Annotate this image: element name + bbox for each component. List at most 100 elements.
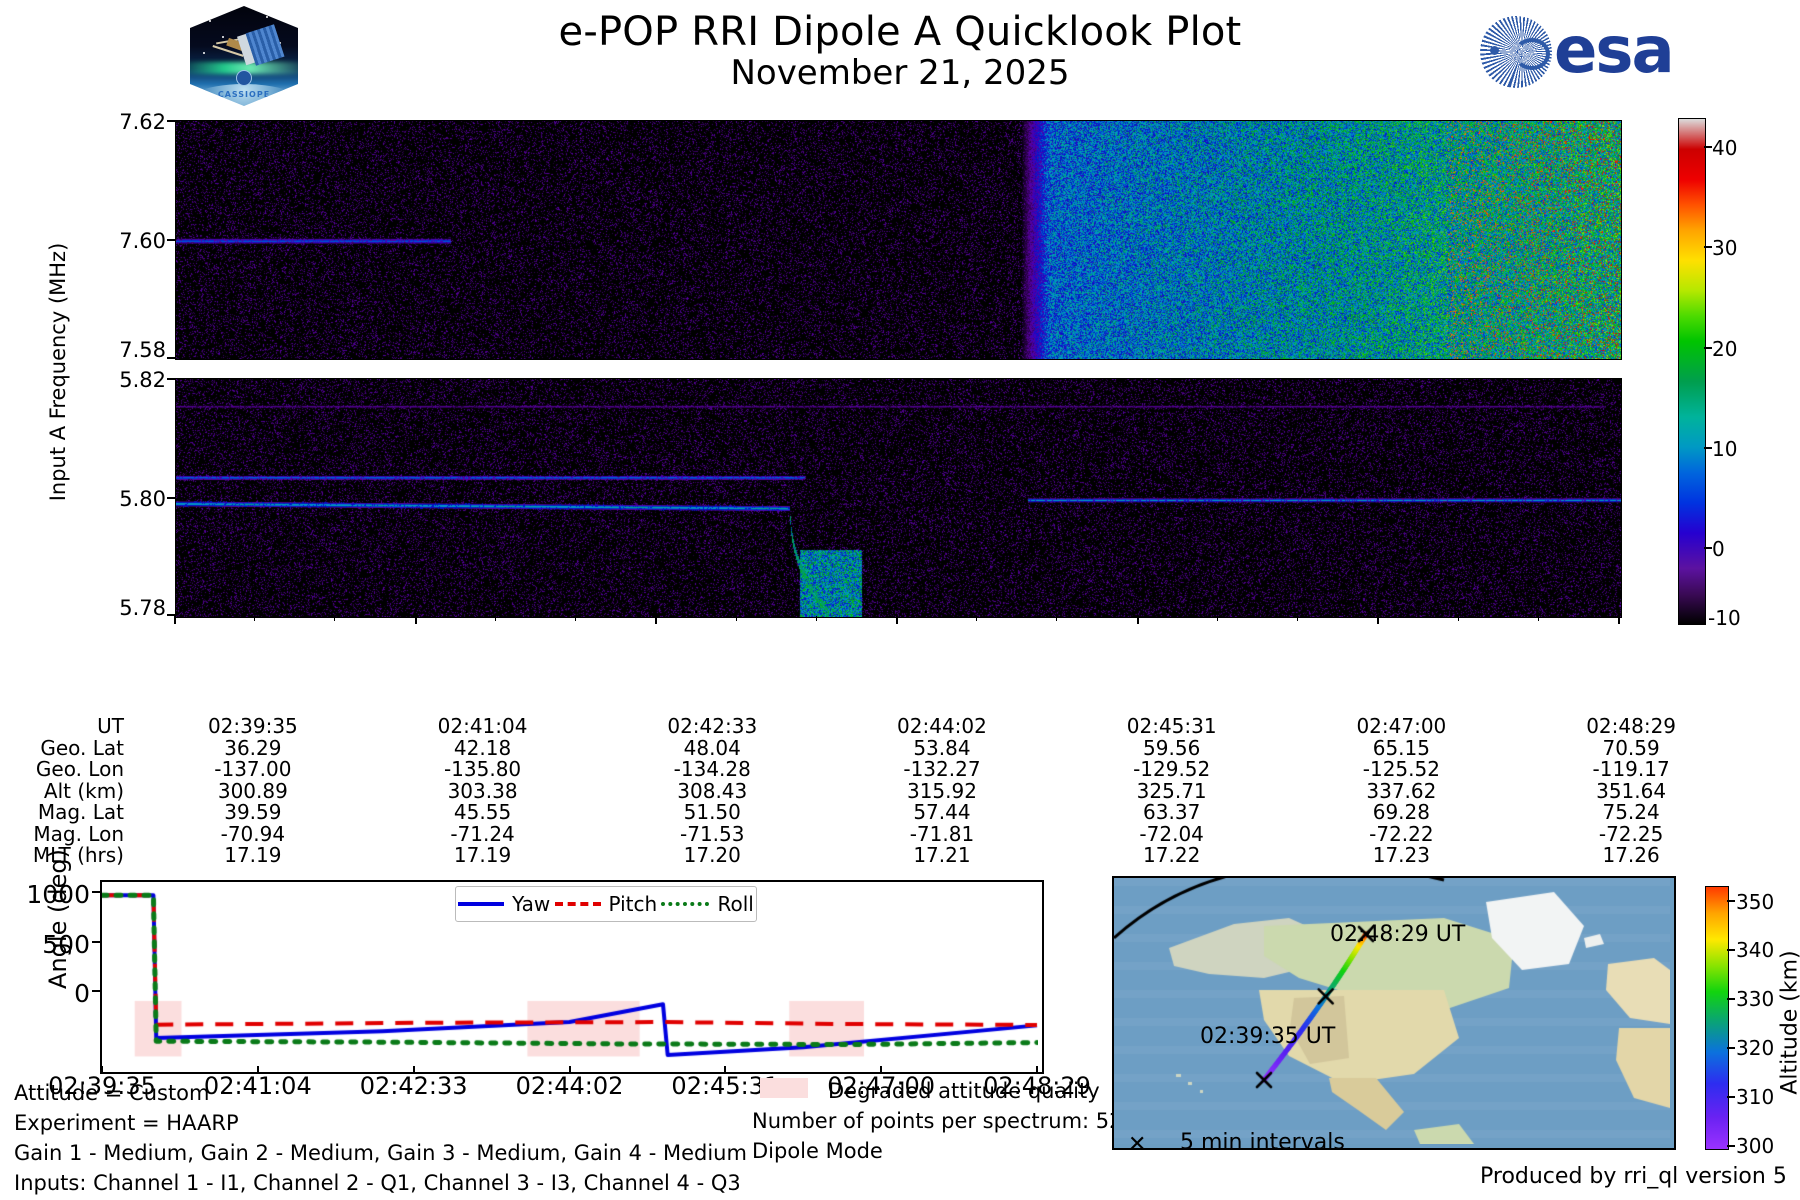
spec-lower-tick-2 xyxy=(167,614,175,616)
attitude-xtick-label: 02:42:33 xyxy=(359,1072,468,1100)
ephemeris-cell: 57.44 xyxy=(913,800,971,824)
attitude-xtick-mark xyxy=(1036,1066,1038,1074)
page-subtitle: November 21, 2025 xyxy=(730,53,1070,93)
spectrogram-xtick-minor xyxy=(1537,616,1539,621)
ephemeris-cell: 70.59 xyxy=(1602,735,1660,760)
altitude-colorbar xyxy=(1705,886,1729,1150)
ephemeris-cell: 53.84 xyxy=(913,735,971,760)
ephemeris-cell: -72.25 xyxy=(1598,821,1664,846)
ephemeris-cell: -71.24 xyxy=(450,821,515,846)
alt-tick-300: 300 xyxy=(1736,1134,1775,1158)
attitude-xtick-mark xyxy=(568,1066,571,1074)
footer-points-per-spectrum: Number of points per spectrum: 5208 xyxy=(752,1109,1150,1133)
attitude-xtick-label: 02:39:35 xyxy=(48,1072,156,1100)
attitude-legend: Yaw Pitch Roll xyxy=(455,886,757,922)
voltage-colorbar xyxy=(1678,118,1706,625)
cbar-tick-30: 30 xyxy=(1712,236,1738,260)
spectrogram-xtick-minor xyxy=(494,616,496,621)
spectrogram-xtick-minor xyxy=(254,616,256,621)
ephemeris-cell: -132.27 xyxy=(903,757,981,781)
spec-lower-ytick-2: 5.78 xyxy=(119,596,166,620)
ephemeris-cell: 75.24 xyxy=(1602,800,1660,824)
yaw-line-swatch xyxy=(458,902,505,906)
ephemeris-row-label: Geo. Lat xyxy=(40,735,124,760)
spectrogram-xtick-minor xyxy=(1216,616,1218,621)
spec-lower-tick-0 xyxy=(167,378,175,380)
spectrogram-xtick-minor xyxy=(575,616,577,621)
footer-dipole-mode: Dipole Mode xyxy=(752,1139,883,1163)
spectrogram-upper[interactable] xyxy=(175,120,1622,360)
ephemeris-cell: 17.19 xyxy=(224,843,282,867)
ephemeris-cell: 308.43 xyxy=(677,778,748,803)
footer-degraded-label: Degraded attitude quality xyxy=(828,1079,1100,1103)
ephemeris-row: Mag. Lon -70.94 -71.24 -71.53 -71.81 -72.04 -7… xyxy=(6,821,1746,846)
ephemeris-cell: 300.89 xyxy=(217,778,288,803)
footer-attitude: Attitude = Custom xyxy=(14,1081,210,1105)
spectrogram-xtick-minor xyxy=(815,616,817,621)
alt-tick-310: 310 xyxy=(1736,1085,1775,1109)
ephemeris-table: UT 02:39:35 02:41:04 02:42:33 02:44:02 02:45:… xyxy=(0,716,1800,867)
attitude-xtick-label: 02:41:04 xyxy=(203,1072,312,1100)
spectrogram-xtick-major xyxy=(414,616,417,624)
spectrogram-xtick-major xyxy=(174,616,176,624)
ephemeris-cell: -119.17 xyxy=(1592,757,1670,781)
ground-track-map[interactable] xyxy=(1112,876,1676,1150)
spectrogram-xtick-major xyxy=(1136,616,1139,624)
roll-line-swatch xyxy=(661,902,710,906)
attitude-ytick-1000: 1000 xyxy=(26,880,90,909)
cbar-tick-10: 10 xyxy=(1712,437,1738,461)
ephemeris-cell: 351.64 xyxy=(1596,778,1667,803)
spec-upper-tick-2 xyxy=(167,357,175,359)
cassiope-logo-text: CASSIOPE xyxy=(217,90,271,99)
ephemeris-cell: 17.23 xyxy=(1372,843,1430,867)
page-title: e-POP RRI Dipole A Quicklook Plot xyxy=(558,9,1242,55)
attitude-ytick-500: 500 xyxy=(42,930,90,959)
ephemeris-cell: 59.56 xyxy=(1143,735,1201,760)
spec-lower-ytick-1: 5.80 xyxy=(119,487,166,511)
ephemeris-cell: -70.94 xyxy=(220,821,286,846)
spectrogram-lower[interactable] xyxy=(175,378,1622,618)
map-start-time-label: 02:39:35 UT xyxy=(1200,1024,1336,1049)
attitude-xtick-mark xyxy=(724,1066,727,1074)
ephemeris-cell: 63.37 xyxy=(1143,800,1201,824)
ephemeris-row-label: Alt (km) xyxy=(43,778,124,803)
ephemeris-row: MLT (hrs) 17.19 17.19 17.20 17.21 17.22 17.23 1… xyxy=(6,845,1746,867)
alt-tick-330: 330 xyxy=(1736,987,1775,1011)
attitude-xtick-mark xyxy=(256,1066,259,1074)
ephemeris-cell: -125.52 xyxy=(1362,757,1440,781)
ephemeris-cell: -71.53 xyxy=(680,821,745,846)
legend-item-pitch: Pitch xyxy=(554,892,658,916)
alt-tick-320: 320 xyxy=(1736,1036,1775,1060)
spec-upper-tick-0 xyxy=(167,120,175,122)
ephemeris-cell: 17.22 xyxy=(1143,843,1201,867)
ephemeris-cell: -71.81 xyxy=(909,821,975,846)
cbar-tick-40: 40 xyxy=(1712,136,1738,160)
ephemeris-row-label: Mag. Lat xyxy=(37,800,124,824)
legend-label-pitch: Pitch xyxy=(608,892,658,916)
attitude-xtick-mark xyxy=(101,1066,103,1074)
footer-gains: Gain 1 - Medium, Gain 2 - Medium, Gain 3… xyxy=(14,1141,747,1165)
x-marker-glyph: ✕ xyxy=(1128,1132,1147,1157)
spectrogram-xtick-major xyxy=(655,616,658,624)
map-end-time-label: 02:48:29 UT xyxy=(1330,922,1466,947)
ephemeris-row: UT 02:39:35 02:41:04 02:42:33 02:44:02 02:45:… xyxy=(6,716,1746,738)
spectrogram-xtick-major xyxy=(1618,616,1620,624)
legend-label-yaw: Yaw xyxy=(512,892,551,916)
ephemeris-cell: 17.20 xyxy=(683,843,741,867)
altitude-colorbar-label: Altitude (km) xyxy=(1777,950,1800,1095)
ephemeris-cell: 36.29 xyxy=(224,735,282,760)
degraded-attitude-swatch xyxy=(760,1078,808,1098)
spec-upper-ytick-2: 7.58 xyxy=(119,338,166,362)
ephemeris-cell: 325.71 xyxy=(1136,778,1207,803)
alt-tick-350: 350 xyxy=(1736,890,1775,914)
ephemeris-cell: 02:48:29 xyxy=(1586,714,1677,738)
ephemeris-cell: 17.26 xyxy=(1602,843,1660,867)
ephemeris-row-label: MLT (hrs) xyxy=(32,843,124,867)
ephemeris-cell: 48.04 xyxy=(683,735,741,760)
cbar-tick-min: -10 xyxy=(1708,606,1741,630)
spectrogram-xtick-minor xyxy=(976,616,978,621)
spectrogram-xtick-minor xyxy=(1056,616,1058,621)
ephemeris-cell: -137.00 xyxy=(214,757,292,781)
ephemeris-cell: 02:41:04 xyxy=(437,714,528,738)
legend-label-roll: Roll xyxy=(717,892,754,916)
